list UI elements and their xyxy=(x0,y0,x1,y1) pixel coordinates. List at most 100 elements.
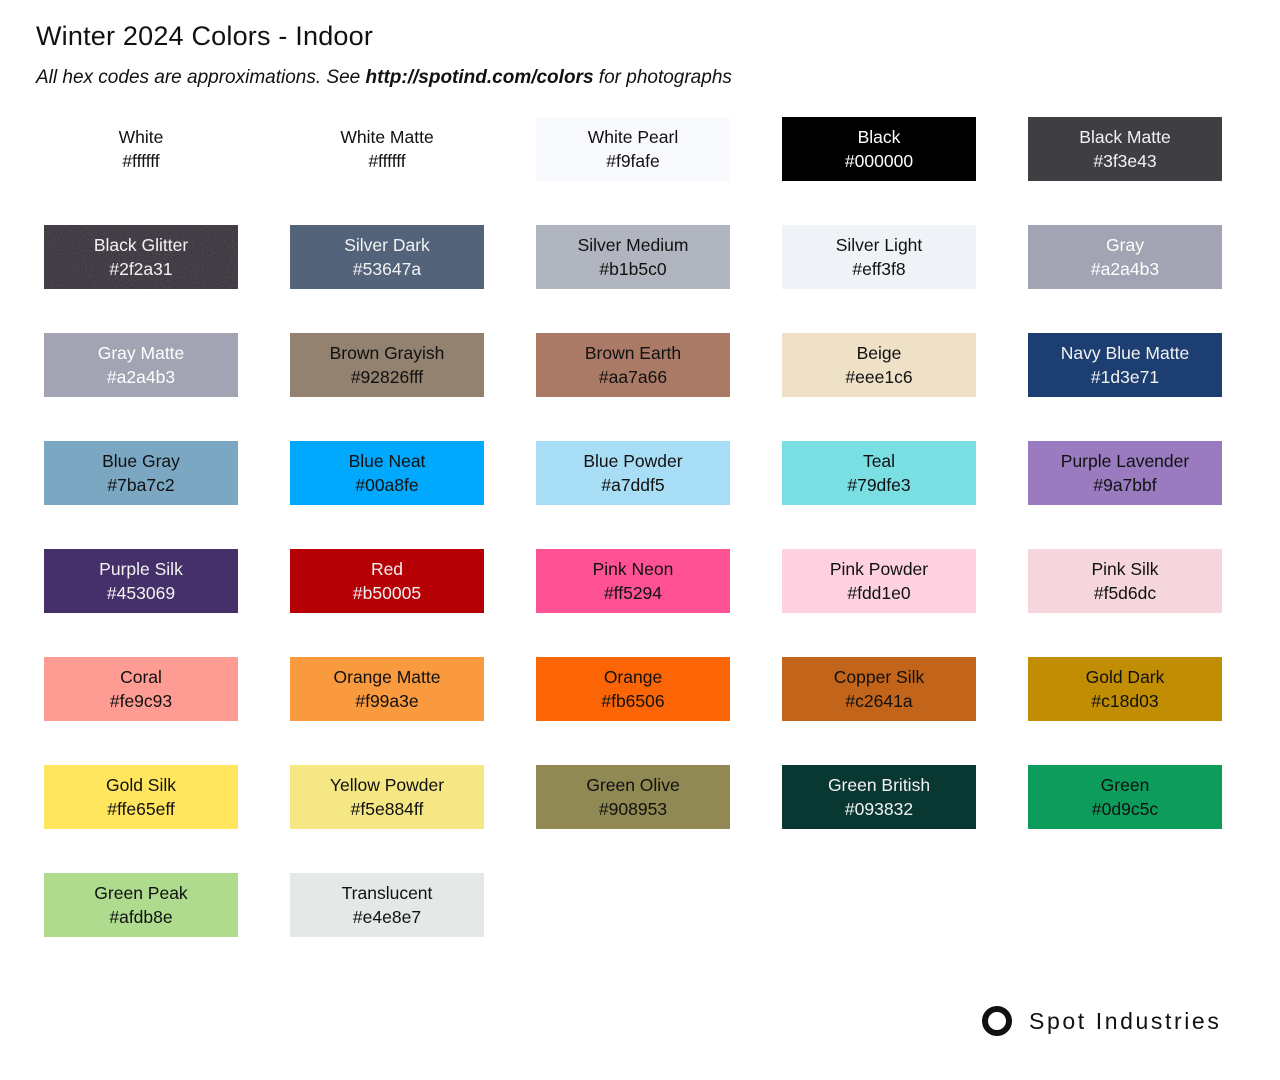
color-swatch-copper-silk: Copper Silk #c2641a xyxy=(782,657,976,721)
color-swatch-black: Black #000000 xyxy=(782,117,976,181)
swatch-hex: #afdb8e xyxy=(109,907,173,927)
glitter-texture xyxy=(44,225,238,289)
swatch-name: Blue Neat xyxy=(348,450,426,471)
swatch-name: Pink Silk xyxy=(1091,558,1159,579)
swatch-hex: #53647a xyxy=(352,259,422,279)
swatch-hex: #ffffff xyxy=(368,151,406,171)
swatch-hex: #7ba7c2 xyxy=(107,475,175,495)
swatch-name: Translucent xyxy=(341,882,433,903)
color-swatch-white: White #ffffff xyxy=(44,117,238,181)
color-swatch-white-pearl: White Pearl #f9fafe xyxy=(536,117,730,181)
color-swatch-gray-matte: Gray Matte #a2a4b3 xyxy=(44,333,238,397)
swatch-hex: #ffe65eff xyxy=(107,799,175,819)
color-swatch-black-matte: Black Matte #3f3e43 xyxy=(1028,117,1222,181)
swatch-name: Gold Dark xyxy=(1085,666,1165,687)
swatch-name: Gold Silk xyxy=(105,774,177,795)
color-swatch-green: Green #0d9c5c xyxy=(1028,765,1222,829)
color-swatch-black-glitter: Black Glitter #2f2a31 xyxy=(44,225,238,289)
color-swatch-green-british: Green British #093832 xyxy=(782,765,976,829)
color-swatch-red: Red #b50005 xyxy=(290,549,484,613)
swatch-hex: #fb6506 xyxy=(601,691,665,711)
swatch-hex: #f5d6dc xyxy=(1093,583,1157,603)
color-swatch-silver-medium: Silver Medium #b1b5c0 xyxy=(536,225,730,289)
swatch-name: Purple Lavender xyxy=(1060,450,1190,471)
color-swatch-gold-silk: Gold Silk #ffe65eff xyxy=(44,765,238,829)
page-header: Winter 2024 Colors - Indoor All hex code… xyxy=(36,21,732,89)
swatch-name: Black xyxy=(857,126,901,147)
swatch-hex: #000000 xyxy=(844,151,914,171)
swatch-hex: #093832 xyxy=(844,799,914,819)
swatch-name: Gray xyxy=(1106,234,1144,255)
swatch-hex: #f9fafe xyxy=(606,151,660,171)
swatch-name: Black Matte xyxy=(1079,126,1171,147)
color-swatch-translucent: Translucent #e4e8e7 xyxy=(290,873,484,937)
swatch-hex: #f5e884ff xyxy=(350,799,424,819)
swatch-hex: #b1b5c0 xyxy=(599,259,667,279)
swatch-hex: #453069 xyxy=(106,583,176,603)
swatch-name: Red xyxy=(370,558,404,579)
swatch-name: Black Glitter xyxy=(93,234,189,255)
circle-outline-icon xyxy=(982,1006,1012,1036)
color-swatch-pink-silk: Pink Silk #f5d6dc xyxy=(1028,549,1222,613)
swatch-name: Green xyxy=(1100,774,1150,795)
page-title: Winter 2024 Colors - Indoor xyxy=(36,21,374,51)
swatch-name: Pink Neon xyxy=(592,558,674,579)
page-subtitle: All hex codes are approximations. See ht… xyxy=(36,67,732,89)
swatch-hex: #fdd1e0 xyxy=(847,583,911,603)
swatch-name: Coral xyxy=(120,666,162,687)
swatch-hex: #e4e8e7 xyxy=(352,907,422,927)
swatch-hex: #3f3e43 xyxy=(1093,151,1157,171)
swatch-name: Brown Earth xyxy=(584,342,682,363)
swatch-hex: #00a8fe xyxy=(355,475,419,495)
swatch-name: Green British xyxy=(827,774,931,795)
color-swatch-blue-gray: Blue Gray #7ba7c2 xyxy=(44,441,238,505)
swatch-name: Purple Silk xyxy=(99,558,183,579)
swatch-hex: #c18d03 xyxy=(1091,691,1159,711)
swatch-hex: #1d3e71 xyxy=(1090,367,1160,387)
swatch-name: Teal xyxy=(862,450,896,471)
swatch-name: Yellow Powder xyxy=(329,774,445,795)
color-swatch-gold-dark: Gold Dark #c18d03 xyxy=(1028,657,1222,721)
color-swatch-pink-neon: Pink Neon #ff5294 xyxy=(536,549,730,613)
color-swatch-orange: Orange #fb6506 xyxy=(536,657,730,721)
swatch-hex: #2f2a31 xyxy=(109,259,173,279)
swatch-hex: #eee1c6 xyxy=(845,367,913,387)
swatch-name: Green Peak xyxy=(94,882,188,903)
swatch-name: Beige xyxy=(856,342,902,363)
swatch-hex: #92826fff xyxy=(350,367,424,387)
subtitle-prefix: All hex codes are approximations. See xyxy=(36,67,366,88)
swatch-name: White xyxy=(118,126,164,147)
swatch-hex: #ffffff xyxy=(122,151,160,171)
swatch-name: Silver Dark xyxy=(344,234,430,255)
swatch-name: Pink Powder xyxy=(829,558,929,579)
color-swatch-pink-powder: Pink Powder #fdd1e0 xyxy=(782,549,976,613)
swatch-hex: #0d9c5c xyxy=(1091,799,1159,819)
swatch-name: Gray Matte xyxy=(97,342,185,363)
color-swatch-silver-light: Silver Light #eff3f8 xyxy=(782,225,976,289)
brand-name: Spot Industries xyxy=(1029,1007,1222,1034)
swatch-hex: #9a7bbf xyxy=(1093,475,1157,495)
color-swatch-silver-dark: Silver Dark #53647a xyxy=(290,225,484,289)
swatch-name: Silver Light xyxy=(835,234,923,255)
swatch-hex: #a2a4b3 xyxy=(106,367,176,387)
swatch-hex: #908953 xyxy=(598,799,668,819)
color-swatch-beige: Beige #eee1c6 xyxy=(782,333,976,397)
swatch-name: Orange Matte xyxy=(333,666,441,687)
swatch-hex: #eff3f8 xyxy=(852,259,906,279)
color-swatch-blue-powder: Blue Powder #a7ddf5 xyxy=(536,441,730,505)
color-swatch-blue-neat: Blue Neat #00a8fe xyxy=(290,441,484,505)
swatch-name: White Matte xyxy=(340,126,434,147)
color-swatch-purple-silk: Purple Silk #453069 xyxy=(44,549,238,613)
swatch-name: Blue Gray xyxy=(102,450,180,471)
swatch-hex: #aa7a66 xyxy=(598,367,668,387)
color-swatch-green-peak: Green Peak #afdb8e xyxy=(44,873,238,937)
subtitle-url: http://spotind.com/colors xyxy=(365,67,594,88)
swatch-name: Copper Silk xyxy=(833,666,925,687)
color-swatch-brown-earth: Brown Earth #aa7a66 xyxy=(536,333,730,397)
color-swatch-navy-blue-matte: Navy Blue Matte #1d3e71 xyxy=(1028,333,1222,397)
swatch-hex: #a7ddf5 xyxy=(601,475,665,495)
swatch-name: Green Olive xyxy=(586,774,680,795)
color-grid: White #ffffff White Matte #ffffff White Pear… xyxy=(44,117,1236,937)
swatch-hex: #ff5294 xyxy=(603,583,663,603)
color-swatch-brown-grayish: Brown Grayish #92826fff xyxy=(290,333,484,397)
